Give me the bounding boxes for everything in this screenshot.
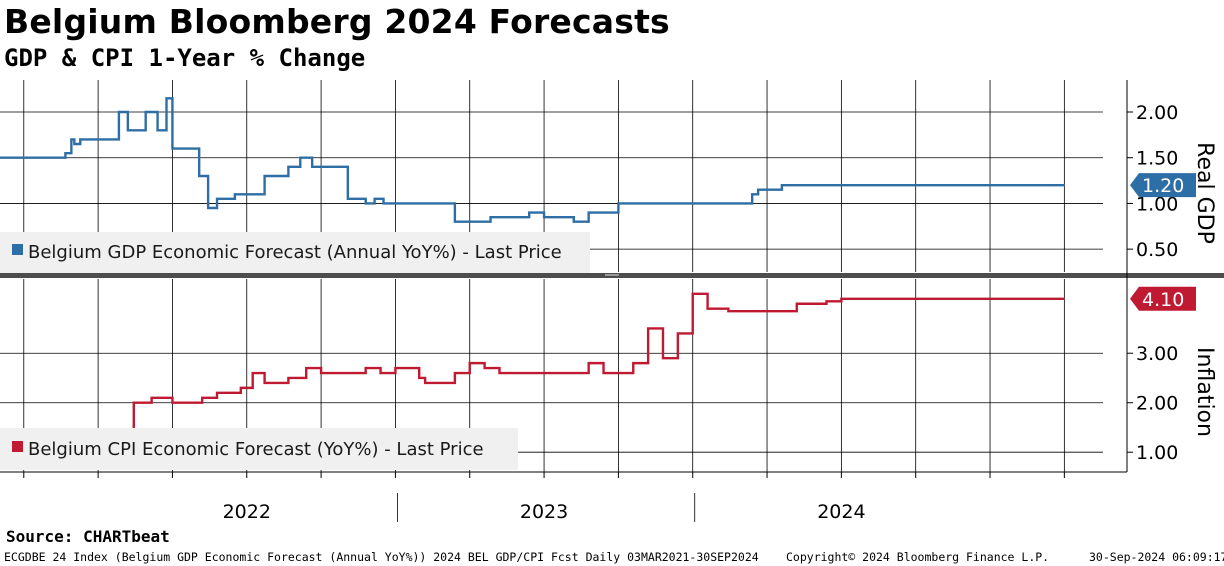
gdp-last-value-badge: 1.20 bbox=[1130, 173, 1196, 198]
cpi-series bbox=[59, 292, 1065, 449]
gdp-y-axis: 0.50 1.00 1.50 2.00 bbox=[1127, 102, 1178, 261]
x-axis-ticks bbox=[23, 472, 1065, 522]
gdp-legend-label: Belgium GDP Economic Forecast (Annual Yo… bbox=[28, 242, 562, 263]
year-label-2023: 2023 bbox=[520, 501, 568, 523]
cpi-legend-label: Belgium CPI Economic Forecast (YoY%) - L… bbox=[28, 439, 484, 460]
gdp-last-value: 1.20 bbox=[1142, 175, 1184, 197]
gdp-legend-bg bbox=[0, 232, 590, 274]
cpi-ytick-label: 1.00 bbox=[1136, 442, 1178, 464]
cpi-axis-title: Inflation bbox=[1192, 347, 1217, 437]
cpi-legend-bg bbox=[0, 428, 518, 470]
gdp-ytick-label: 1.50 bbox=[1136, 148, 1178, 170]
x-axis-year-labels: 2022 2023 2024 bbox=[223, 501, 866, 523]
cpi-ytick-label: 3.00 bbox=[1136, 343, 1178, 365]
gdp-panel: 0.50 1.00 1.50 2.00 Belgium GDP Economic Fo… bbox=[0, 80, 1217, 274]
cpi-ytick-label: 2.00 bbox=[1136, 393, 1178, 415]
footer-timestamp: 30-Sep-2024 06:09:17 bbox=[1089, 550, 1224, 564]
cpi-last-value-badge: 4.10 bbox=[1130, 286, 1196, 311]
gdp-ytick-label: 1.00 bbox=[1136, 193, 1178, 215]
cpi-last-value: 4.10 bbox=[1142, 289, 1184, 311]
gdp-axis-title: Real GDP bbox=[1192, 142, 1217, 244]
cpi-panel: 1.00 2.00 3.00 Belgium CPI Economic Foreca… bbox=[0, 279, 1217, 472]
year-label-2024: 2024 bbox=[817, 501, 865, 523]
gdp-series-line bbox=[0, 97, 1065, 223]
gdp-series bbox=[0, 97, 1065, 223]
year-label-2022: 2022 bbox=[223, 501, 271, 523]
footer-ticker-info: ECGDBE 24 Index (Belgium GDP Economic Fo… bbox=[4, 550, 759, 564]
gdp-ytick-label: 2.00 bbox=[1136, 102, 1178, 124]
source-note: Source: CHARTbeat bbox=[6, 527, 170, 546]
gdp-legend-swatch bbox=[12, 244, 23, 255]
gdp-ytick-label: 0.50 bbox=[1136, 239, 1178, 261]
chart-subtitle: GDP & CPI 1-Year % Change bbox=[4, 44, 366, 72]
cpi-y-axis: 1.00 2.00 3.00 bbox=[1127, 343, 1178, 464]
footer-copyright: Copyright© 2024 Bloomberg Finance L.P. bbox=[786, 550, 1050, 564]
chart-title: Belgium Bloomberg 2024 Forecasts bbox=[4, 2, 670, 41]
divider-handle[interactable] bbox=[605, 274, 619, 276]
cpi-series-line bbox=[59, 292, 1065, 449]
cpi-legend-swatch bbox=[12, 441, 23, 452]
